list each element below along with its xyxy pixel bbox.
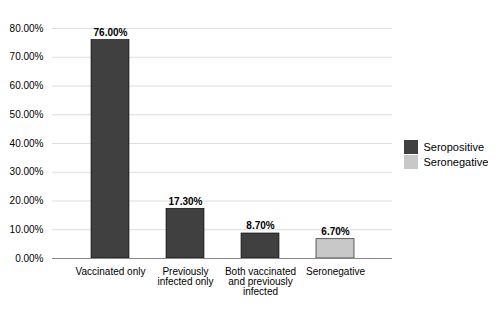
svg-text:Vaccinated only: Vaccinated only bbox=[76, 266, 146, 277]
svg-text:8.70%: 8.70% bbox=[246, 220, 274, 231]
svg-text:17.30%: 17.30% bbox=[169, 196, 203, 207]
svg-text:20.00%: 20.00% bbox=[10, 195, 44, 206]
svg-text:Both vaccinatedand previouslyi: Both vaccinatedand previouslyinfected bbox=[225, 266, 296, 297]
svg-text:70.00%: 70.00% bbox=[10, 51, 44, 62]
svg-text:50.00%: 50.00% bbox=[10, 109, 44, 120]
svg-text:0.00%: 0.00% bbox=[15, 253, 43, 264]
svg-text:10.00%: 10.00% bbox=[10, 224, 44, 235]
html-text:Seronegative: Seronegative bbox=[423, 156, 489, 169]
svg-text:80.00%: 80.00% bbox=[10, 23, 44, 34]
svg-text:Previouslyinfected only: Previouslyinfected only bbox=[157, 266, 213, 287]
svg-text:Seronegative: Seronegative bbox=[306, 266, 365, 277]
svg-text:30.00%: 30.00% bbox=[10, 166, 44, 177]
svg-text:60.00%: 60.00% bbox=[10, 80, 44, 91]
svg-text:6.70%: 6.70% bbox=[321, 226, 349, 237]
svg-text:76.00%: 76.00% bbox=[94, 27, 128, 38]
svg-text:40.00%: 40.00% bbox=[10, 138, 44, 149]
html-text:Seropositive: Seropositive bbox=[423, 141, 484, 154]
